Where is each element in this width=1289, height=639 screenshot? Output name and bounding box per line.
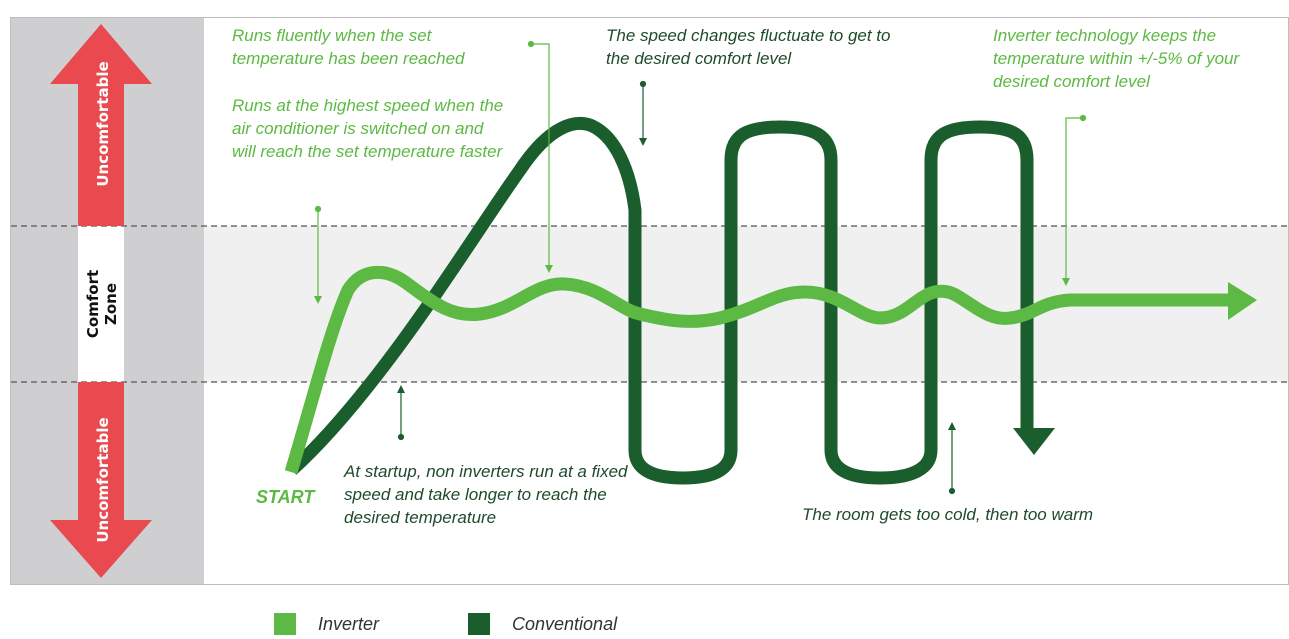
uncomfortable-up-arrow [50, 24, 152, 226]
inverter-arrowhead [1228, 282, 1257, 320]
legend-inverter-swatch [274, 613, 296, 635]
start-label: START [256, 487, 315, 507]
annotation-inverter-tech: Inverter technology keeps the temperatur… [993, 26, 1240, 91]
conventional-arrowhead [1013, 428, 1055, 455]
annotation-too-cold: The room gets too cold, then too warm [802, 505, 1094, 524]
inverter-curve [284, 265, 1228, 474]
uncomfortable-down-arrow [50, 382, 152, 578]
annotation-speed-changes: The speed changes fluctuate to get to th… [606, 26, 891, 68]
annotation-startup: At startup, non inverters run at a fixed… [344, 462, 628, 527]
zone-label-top: Uncomfortable [94, 61, 112, 186]
leader-too-cold [948, 422, 956, 495]
annotation-highest-speed: Runs at the highest speed when the air c… [232, 96, 504, 161]
legend-conventional-label: Conventional [512, 613, 618, 634]
legend-conventional-swatch [468, 613, 490, 635]
zone-label-middle-2: Zone [102, 283, 120, 325]
leader-inverter-tech [1062, 114, 1087, 286]
zone-label-bottom: Uncomfortable [94, 417, 112, 542]
annotation-fluent: Runs fluently when the set temperature h… [232, 26, 465, 68]
comfort-zone-marker [78, 226, 124, 382]
leader-highest-speed [314, 205, 322, 304]
leader-startup [397, 385, 405, 441]
conventional-curve [287, 116, 1034, 485]
legend-conventional: Conventional [468, 612, 617, 636]
zone-label-middle-1: Comfort [84, 270, 102, 338]
leader-speed-changes [639, 80, 647, 146]
leader-fluent [527, 40, 553, 273]
legend-inverter: Inverter [274, 612, 379, 636]
legend-inverter-label: Inverter [318, 613, 380, 634]
